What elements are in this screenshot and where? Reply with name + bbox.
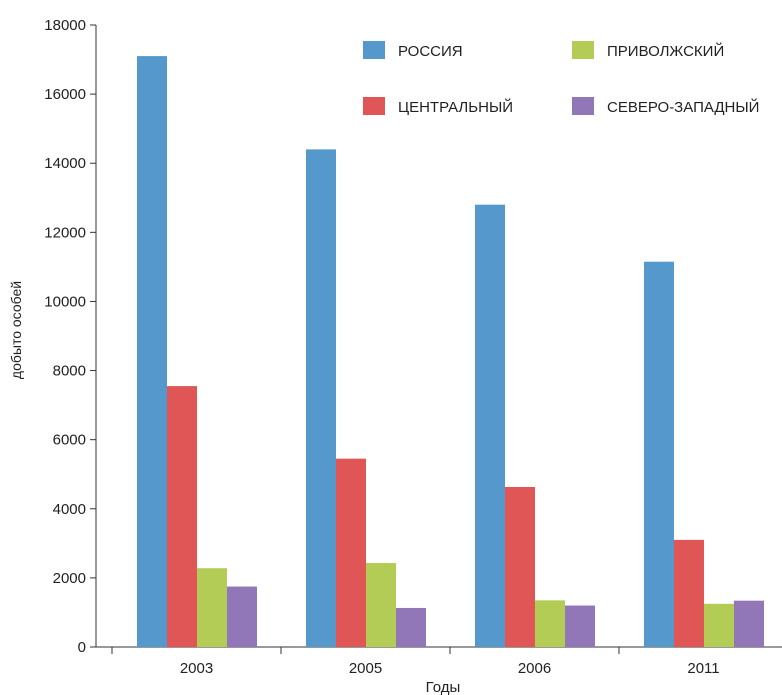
bar xyxy=(475,204,505,647)
bar xyxy=(734,600,764,647)
y-axis: 0 2000 4000 6000 8000 10000 12000 14000 16000 180… xyxy=(44,17,97,656)
x-tick-label: 2011 xyxy=(687,660,719,677)
bar xyxy=(306,149,336,647)
y-tick-label: 6000 xyxy=(53,432,86,449)
x-tick-label: 2005 xyxy=(349,660,382,677)
bar xyxy=(137,56,167,648)
y-tick-label: 0 xyxy=(78,639,86,656)
y-tick-label: 10000 xyxy=(44,293,86,310)
y-tick-label: 12000 xyxy=(44,224,86,241)
y-tick-label: 2000 xyxy=(53,570,86,587)
y-tick-label: 16000 xyxy=(44,86,86,103)
bar xyxy=(197,568,227,647)
legend: РОССИЯ ЦЕНТРАЛЬНЫЙ ПРИВОЛЖСКИЙ СЕВЕРО-ЗАПАД… xyxy=(363,41,759,116)
legend-label: СЕВЕРО-ЗАПАДНЫЙ xyxy=(607,98,759,116)
bar xyxy=(644,261,674,647)
x-axis-label: Годы xyxy=(426,679,461,695)
y-tick-label: 8000 xyxy=(53,363,86,380)
y-axis-label: добыто особей xyxy=(8,281,24,379)
legend-swatch xyxy=(363,97,385,115)
bar xyxy=(674,539,704,647)
legend-swatch xyxy=(363,41,385,59)
bars xyxy=(137,56,764,648)
bar xyxy=(227,586,257,647)
legend-swatch xyxy=(572,97,594,115)
x-tick-label: 2003 xyxy=(180,660,213,677)
bar xyxy=(704,603,734,647)
bar xyxy=(535,600,565,647)
legend-label: ЦЕНТРАЛЬНЫЙ xyxy=(398,98,513,116)
bar xyxy=(396,607,426,647)
bar xyxy=(366,563,396,647)
legend-label: РОССИЯ xyxy=(398,43,463,60)
legend-label: ПРИВОЛЖСКИЙ xyxy=(607,42,724,60)
y-tick-label: 4000 xyxy=(53,501,86,518)
x-tick-label: 2006 xyxy=(518,660,551,677)
legend-swatch xyxy=(572,41,594,59)
bar xyxy=(167,386,197,647)
bar xyxy=(565,605,595,647)
bar xyxy=(336,458,366,647)
bar xyxy=(505,487,535,647)
y-tick-label: 14000 xyxy=(44,155,86,172)
x-axis: 2003 2005 2006 2011 xyxy=(96,646,782,677)
y-tick-label: 18000 xyxy=(44,17,86,34)
